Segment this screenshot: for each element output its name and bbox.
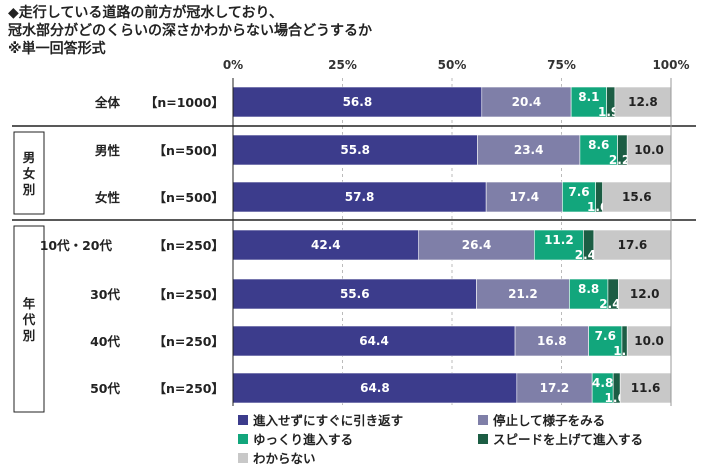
x-tick-label: 50% <box>438 58 467 72</box>
bar-segment <box>418 229 535 261</box>
group-label-box <box>13 225 45 413</box>
data-label: 64.4 <box>359 334 389 348</box>
data-label: 11.6 <box>631 381 661 395</box>
bar-segment <box>619 372 672 404</box>
legend-item: わからない <box>238 448 316 467</box>
legend-item: 進入せずにすぐに引き返す <box>238 410 403 429</box>
data-label: 57.8 <box>345 190 375 204</box>
data-label: 10.0 <box>634 334 664 348</box>
bar-segment <box>602 181 672 213</box>
group-label-char: 男 <box>23 150 36 165</box>
data-label: 10.0 <box>634 143 664 157</box>
data-label: 56.8 <box>343 95 373 109</box>
bar-segment <box>626 134 672 166</box>
data-label: 4.8 <box>592 376 613 390</box>
bar-segment <box>588 325 623 357</box>
title-line-1: ◆走行している道路の前方が冠水しており、 <box>8 5 283 21</box>
data-label: 64.8 <box>360 381 390 395</box>
bar-segment <box>570 86 607 118</box>
legend-label: 停止して様子をみる <box>493 413 606 428</box>
data-label: 7.6 <box>568 185 589 199</box>
data-label: 17.6 <box>618 238 648 252</box>
bar-segment <box>232 325 516 357</box>
legend-item: スピードを上げて進入する <box>478 429 643 448</box>
row-label-n: 【n=500】 <box>154 143 224 158</box>
bar-segment <box>614 86 672 118</box>
data-label: 21.2 <box>508 287 538 301</box>
group-label-char: 女 <box>23 166 36 181</box>
data-label: 2.2 <box>609 153 630 167</box>
data-label: 17.2 <box>540 381 570 395</box>
data-label: 1.9 <box>598 105 619 119</box>
x-tick-label: 0% <box>223 58 243 72</box>
chart-title: ◆走行している道路の前方が冠水しており、 冠水部分がどのくらいの深さかわからない… <box>8 4 372 58</box>
x-tick-label: 25% <box>328 58 357 72</box>
bar-segment <box>232 372 518 404</box>
legend-label: わからない <box>253 451 316 466</box>
legend-swatch <box>238 433 248 444</box>
bar-segment <box>485 181 563 213</box>
row-label-name: 50代 <box>90 381 120 396</box>
legend-swatch <box>478 433 488 444</box>
title-line-3: ※単一回答形式 <box>8 41 106 57</box>
data-label: 23.4 <box>514 143 544 157</box>
data-label: 17.4 <box>509 190 539 204</box>
row-label-n: 【n=250】 <box>154 238 224 253</box>
data-label: 8.1 <box>578 90 599 104</box>
row-label-n: 【n=250】 <box>154 381 224 396</box>
row-label-name: 男性 <box>95 143 121 158</box>
group-label-char: 代 <box>22 312 36 327</box>
data-label: 2.4 <box>575 248 596 262</box>
data-label: 12.0 <box>630 287 660 301</box>
row-label-name: 全体 <box>94 95 121 110</box>
legend-item: ゆっくり進入する <box>238 429 353 448</box>
legend-swatch <box>478 414 488 425</box>
bar-segment <box>477 134 581 166</box>
data-label: 26.4 <box>462 238 492 252</box>
title-line-2: 冠水部分がどのくらいの深さかわからない場合どうするか <box>8 23 372 39</box>
bar-segment <box>232 278 477 310</box>
data-label: 2.4 <box>599 297 620 311</box>
legend-label: ゆっくり進入する <box>253 432 354 447</box>
x-tick-label: 75% <box>547 58 576 72</box>
bar-segment <box>232 134 478 166</box>
bar-segment <box>481 86 572 118</box>
row-label-n: 【n=250】 <box>154 287 224 302</box>
group-label-char: 別 <box>22 328 36 343</box>
group-label-char: 別 <box>22 182 36 197</box>
data-label: 55.8 <box>340 143 370 157</box>
bar-segment <box>579 134 618 166</box>
legend-label: 進入せずにすぐに引き返す <box>253 413 404 428</box>
row-label-name: 40代 <box>90 334 120 349</box>
data-label: 42.4 <box>311 238 341 252</box>
row-label-name: 女性 <box>95 190 121 205</box>
bar-segment <box>569 278 609 310</box>
row-label-n: 【n=1000】 <box>145 95 224 110</box>
x-tick-label: 100% <box>652 58 689 72</box>
bar-segment <box>534 229 584 261</box>
row-label-n: 【n=500】 <box>154 190 224 205</box>
legend-item: 停止して様子をみる <box>478 410 605 429</box>
data-label: 12.8 <box>628 95 658 109</box>
data-label: 7.6 <box>595 329 616 343</box>
data-label: 8.8 <box>578 282 599 296</box>
group-label-box <box>13 131 45 215</box>
data-label: 20.4 <box>512 95 542 109</box>
row-label-n: 【n=250】 <box>154 334 224 349</box>
legend-swatch <box>238 414 248 425</box>
row-label-name: 30代 <box>90 287 120 302</box>
data-label: 11.2 <box>544 233 574 247</box>
data-label: 8.6 <box>588 138 609 152</box>
group-label-char: 年 <box>23 296 36 311</box>
bar-segment <box>232 86 483 118</box>
bar-segment <box>516 372 593 404</box>
data-label: 16.8 <box>537 334 567 348</box>
legend-label: スピードを上げて進入する <box>493 432 644 447</box>
data-label: 15.6 <box>622 190 652 204</box>
row-label-name: 10代・20代 <box>40 238 113 253</box>
legend-swatch <box>238 452 248 463</box>
data-label: 55.6 <box>340 287 370 301</box>
bar-segment <box>562 181 596 213</box>
